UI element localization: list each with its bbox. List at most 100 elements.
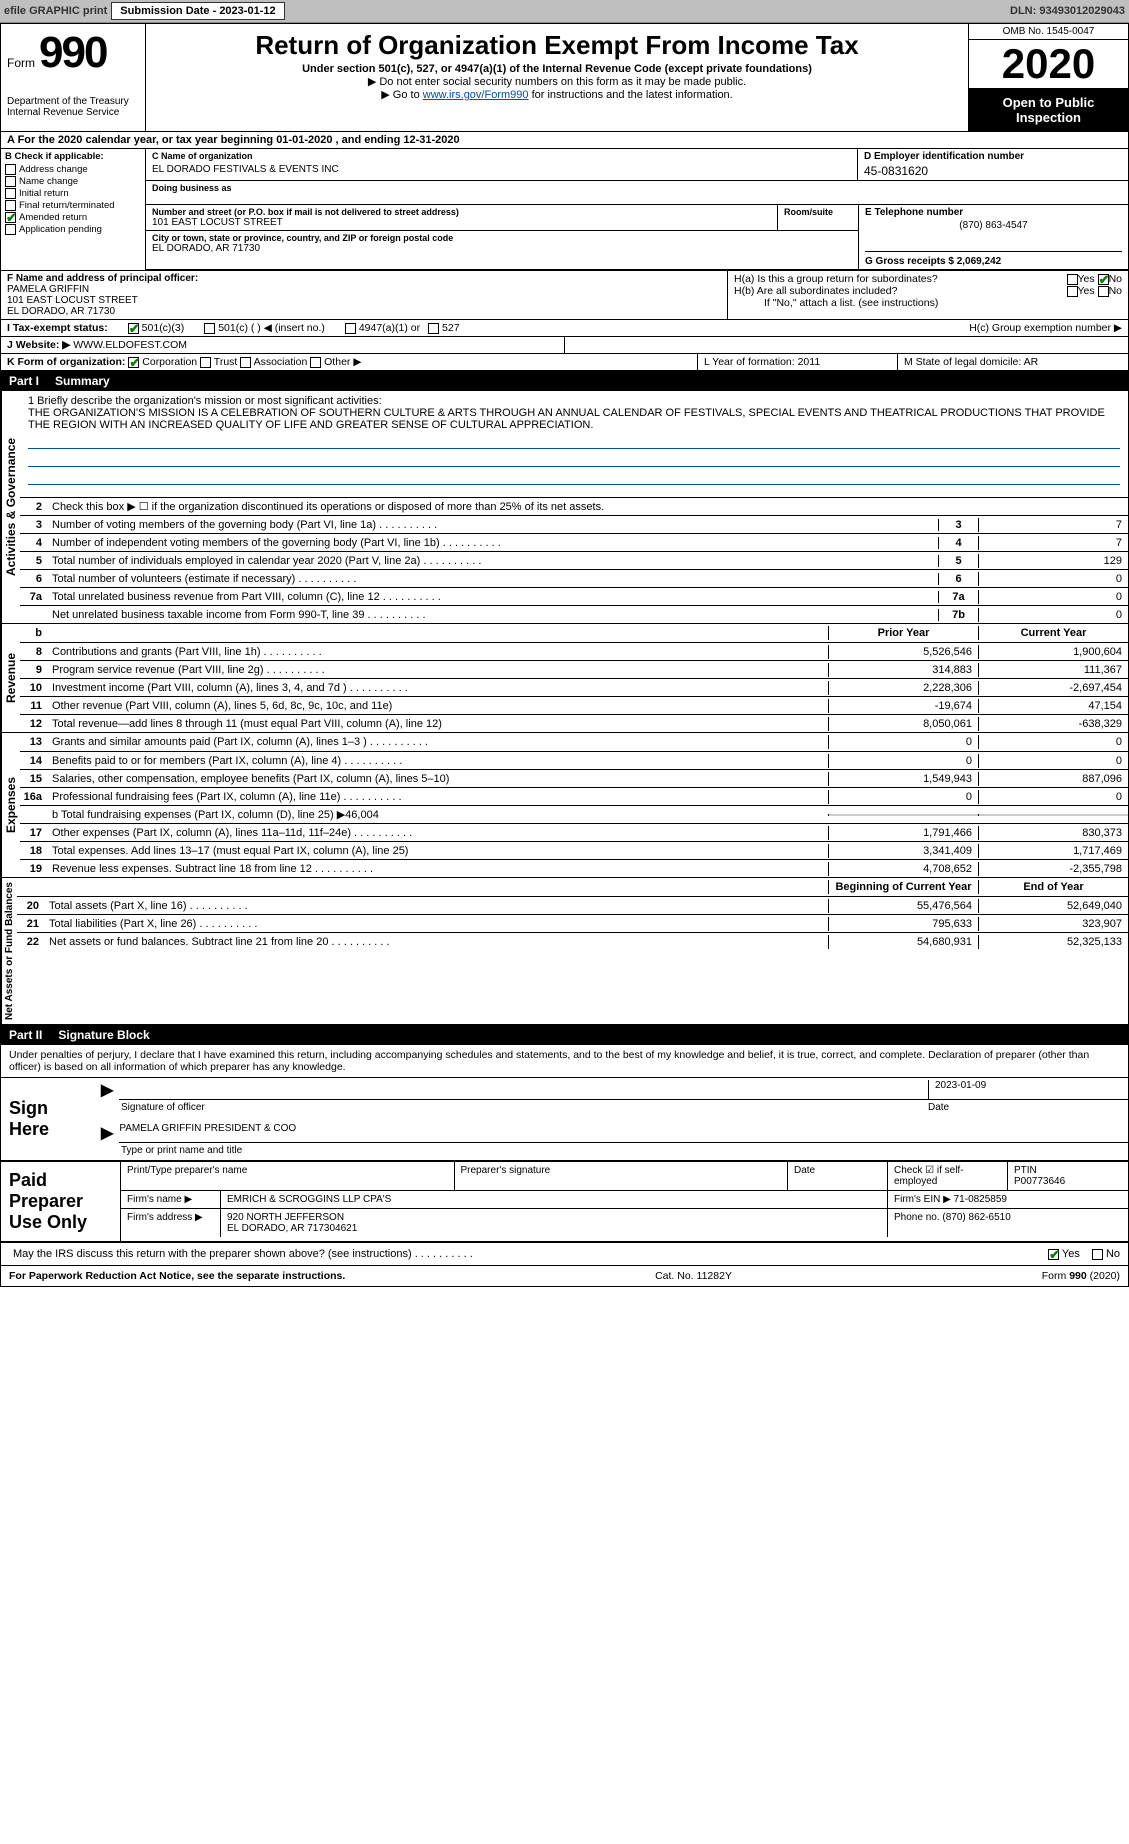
hb-no[interactable]	[1098, 286, 1109, 297]
form-sub3: ▶ Go to www.irs.gov/Form990 for instruct…	[154, 88, 960, 101]
opt-amended-return: Amended return	[19, 212, 87, 223]
chk-name-change[interactable]	[5, 176, 16, 187]
line-7a-n: 7a	[938, 591, 978, 603]
line-16b: b Total fundraising expenses (Part IX, c…	[48, 807, 828, 822]
block-b-c: B Check if applicable: Address change Na…	[1, 149, 1128, 271]
officer-addr2: EL DORADO, AR 71730	[7, 306, 721, 317]
chk-initial-return[interactable]	[5, 188, 16, 199]
mission-ul2	[28, 453, 1120, 467]
discuss-yes-lbl: Yes	[1062, 1248, 1080, 1260]
line-6-n: 6	[938, 573, 978, 585]
chk-trust[interactable]	[200, 357, 211, 368]
discuss-no[interactable]	[1092, 1249, 1103, 1260]
q1: 1 Briefly describe the organization's mi…	[28, 395, 1120, 407]
opt-name-change: Name change	[19, 176, 78, 187]
efile-toolbar: efile GRAPHIC print Submission Date - 20…	[0, 0, 1129, 23]
dln-label: DLN: 93493012029043	[1010, 5, 1125, 17]
chk-501c[interactable]	[204, 323, 215, 334]
hb-no-lbl: No	[1109, 285, 1122, 297]
line-8-py: 5,526,546	[828, 645, 978, 659]
m-state-domicile: M State of legal domicile: AR	[898, 354, 1128, 370]
line-12-py: 8,050,061	[828, 717, 978, 731]
line-10: Investment income (Part VIII, column (A)…	[48, 681, 828, 695]
line-7a: Total unrelated business revenue from Pa…	[48, 590, 938, 604]
hdr-prior-year: Prior Year	[828, 626, 978, 640]
chk-other[interactable]	[310, 357, 321, 368]
line-12: Total revenue—add lines 8 through 11 (mu…	[48, 717, 828, 731]
opt-trust: Trust	[214, 356, 238, 368]
chk-assoc[interactable]	[240, 357, 251, 368]
line-18-py: 3,341,409	[828, 844, 978, 858]
chk-amended-return[interactable]	[5, 212, 16, 223]
f-label: F Name and address of principal officer:	[7, 273, 721, 284]
efile-label: efile GRAPHIC print	[4, 5, 107, 17]
opt-other: Other ▶	[324, 356, 361, 368]
part-i-bar: Part I Summary	[1, 371, 1128, 391]
discuss-yes[interactable]	[1048, 1249, 1059, 1260]
line-16a-py: 0	[828, 790, 978, 804]
prep-sig-hdr: Preparer's signature	[455, 1162, 789, 1190]
ha-yes[interactable]	[1067, 274, 1078, 285]
hdr-current-year: Current Year	[978, 626, 1128, 640]
chk-address-change[interactable]	[5, 164, 16, 175]
date-label: Date	[928, 1102, 1128, 1113]
line-3-v: 7	[978, 518, 1128, 532]
city-value: EL DORADO, AR 71730	[152, 243, 852, 254]
line-20-py: 55,476,564	[828, 899, 978, 913]
line-15-py: 1,549,943	[828, 772, 978, 786]
section-net-assets: Net Assets or Fund Balances Beginning of…	[1, 878, 1128, 1025]
line-17: Other expenses (Part IX, column (A), lin…	[48, 826, 828, 840]
line-12-cy: -638,329	[978, 717, 1128, 731]
line-11: Other revenue (Part VIII, column (A), li…	[48, 699, 828, 713]
line-7b: Net unrelated business taxable income fr…	[48, 608, 938, 622]
line-20-cy: 52,649,040	[978, 899, 1128, 913]
ha-yes-lbl: Yes	[1078, 273, 1095, 285]
hdr-bcy: Beginning of Current Year	[828, 880, 978, 894]
hb-yes[interactable]	[1067, 286, 1078, 297]
line-9-py: 314,883	[828, 663, 978, 677]
header-right: OMB No. 1545-0047 2020 Open to Public In…	[968, 24, 1128, 131]
street-label: Number and street (or P.O. box if mail i…	[152, 207, 771, 217]
line-3: Number of voting members of the governin…	[48, 518, 938, 532]
chk-527[interactable]	[428, 323, 439, 334]
tax-year: 2020	[969, 40, 1128, 89]
gross-label: G Gross receipts $	[865, 256, 954, 267]
line-9-cy: 111,367	[978, 663, 1128, 677]
line-16a-cy: 0	[978, 790, 1128, 804]
line-17-py: 1,791,466	[828, 826, 978, 840]
line-14: Benefits paid to or for members (Part IX…	[48, 754, 828, 768]
opt-527: 527	[442, 322, 460, 334]
line-11-cy: 47,154	[978, 699, 1128, 713]
row-k-form-org: K Form of organization: Corporation Trus…	[1, 354, 1128, 371]
ptin-label: PTIN	[1014, 1165, 1037, 1176]
chk-corp[interactable]	[128, 357, 139, 368]
org-name: EL DORADO FESTIVALS & EVENTS INC	[152, 163, 851, 176]
vtab-revenue: Revenue	[1, 624, 20, 732]
discuss-no-lbl: No	[1106, 1248, 1120, 1260]
firm-name-label: Firm's name ▶	[121, 1191, 221, 1208]
line-6: Total number of volunteers (estimate if …	[48, 572, 938, 586]
omb-number: OMB No. 1545-0047	[969, 24, 1128, 40]
line-21-cy: 323,907	[978, 917, 1128, 931]
line-18-cy: 1,717,469	[978, 844, 1128, 858]
chk-application-pending[interactable]	[5, 224, 16, 235]
line-7b-n: 7b	[938, 609, 978, 621]
chk-501c3[interactable]	[128, 323, 139, 334]
sign-here-label: Sign Here	[1, 1078, 101, 1160]
part-i-label: Part I	[9, 374, 39, 388]
mission-ul1	[28, 435, 1120, 449]
ha-no[interactable]	[1098, 274, 1109, 285]
irs-link[interactable]: www.irs.gov/Form990	[423, 89, 529, 101]
row-j-website: J Website: ▶ WWW.ELDOFEST.COM	[1, 337, 1128, 354]
column-c-org: C Name of organization EL DORADO FESTIVA…	[146, 149, 1128, 270]
part-i-title: Summary	[55, 374, 110, 388]
submission-date-button[interactable]: Submission Date - 2023-01-12	[111, 2, 284, 20]
discuss-q: May the IRS discuss this return with the…	[9, 1247, 1036, 1261]
vtab-expenses: Expenses	[1, 733, 20, 877]
prep-name-hdr: Print/Type preparer's name	[121, 1162, 455, 1190]
hb-yes-lbl: Yes	[1078, 285, 1095, 297]
chk-4947[interactable]	[345, 323, 356, 334]
prep-date-hdr: Date	[788, 1162, 888, 1190]
ptin-value: P00773646	[1014, 1176, 1065, 1187]
line-10-cy: -2,697,454	[978, 681, 1128, 695]
